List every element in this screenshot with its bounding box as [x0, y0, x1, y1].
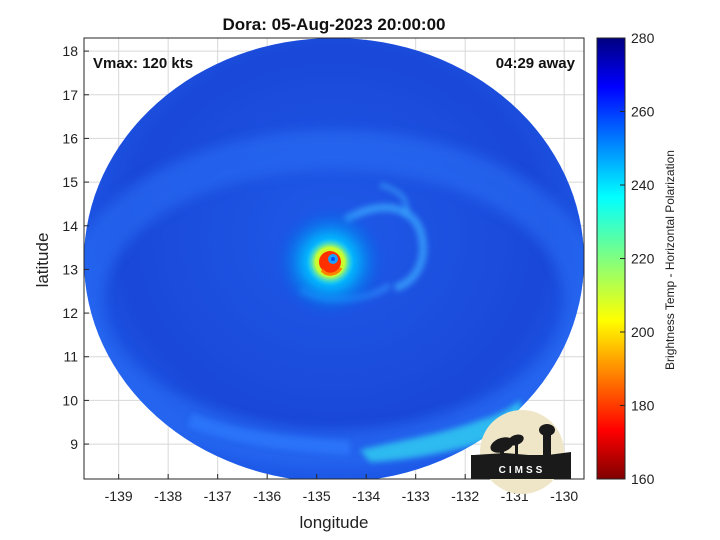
y-tick-label: 12	[62, 305, 78, 321]
cimss-logo-text: CIMSS	[499, 465, 546, 476]
x-tick-label: -134	[352, 488, 380, 504]
colorbar-tick-label: 240	[631, 177, 655, 193]
vmax-annotation: Vmax: 120 kts	[93, 55, 193, 72]
x-tick-label: -138	[154, 488, 182, 504]
y-tick-label: 10	[62, 392, 78, 408]
colorbar-tick-label: 220	[631, 251, 655, 267]
colorbar-ticks: 160 180 200 220 240 260 280	[620, 30, 655, 487]
y-tick-label: 9	[70, 436, 78, 452]
axes-frame	[83, 37, 585, 480]
cimss-logo: CIMSS	[471, 410, 571, 494]
x-tick-label: -137	[204, 488, 232, 504]
x-tick-label: -135	[303, 488, 331, 504]
colorbar-tick-label: 200	[631, 324, 655, 340]
time-away-annotation: 04:29 away	[496, 55, 576, 72]
y-tick-label: 14	[62, 218, 78, 234]
y-tick-label: 16	[62, 130, 78, 146]
colorbar: 160 180 200 220 240 260 280 Brightness Temp - …	[596, 30, 677, 487]
x-tick-label: -132	[451, 488, 479, 504]
southern-band	[360, 400, 525, 462]
colorbar-tick-label: 160	[631, 471, 655, 487]
colorbar-tick-label: 180	[631, 398, 655, 414]
colorbar-tick-label: 260	[631, 104, 655, 120]
y-tick-label: 13	[62, 261, 78, 277]
x-tick-label: -139	[105, 488, 133, 504]
y-tick-label: 11	[63, 349, 78, 365]
y-axis-label: latitude	[33, 233, 52, 288]
colorbar-tick-label: 280	[631, 30, 655, 46]
y-tick-label: 15	[62, 174, 78, 190]
y-tick-label: 18	[62, 43, 78, 59]
x-tick-label: -133	[402, 488, 430, 504]
y-axis-ticks: 9 10 11 12 13 14 15 16 17 18	[62, 43, 89, 452]
brightness-temperature-swath	[84, 38, 584, 479]
x-tick-label: -136	[253, 488, 281, 504]
colorbar-label: Brightness Temp - Horizontal Polarizatio…	[663, 150, 677, 370]
y-tick-label: 17	[62, 87, 78, 103]
x-axis-label: longitude	[299, 513, 368, 532]
x-axis-ticks: -139 -138 -137 -136 -135 -134 -133 -132 -131 -130	[105, 474, 578, 504]
x-tick-label: -130	[550, 488, 578, 504]
chart-title: Dora: 05-Aug-2023 20:00:00	[223, 15, 446, 34]
spiral-band	[343, 203, 427, 292]
